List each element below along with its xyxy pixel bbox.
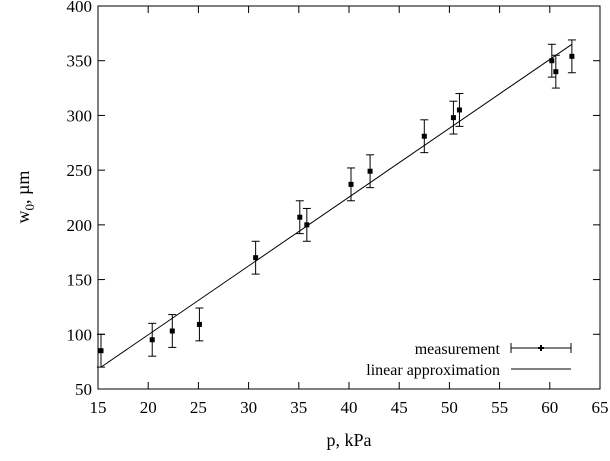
y-tick-label: 150 (67, 271, 93, 290)
fit-line-group (100, 43, 573, 368)
measurement-point (251, 240, 260, 275)
point-marker (348, 181, 354, 187)
x-tick-label: 30 (240, 398, 257, 417)
legend-swatch-measurement (510, 343, 572, 353)
y-tick-label: 300 (67, 106, 93, 125)
point-marker (169, 328, 175, 334)
x-tick-label: 55 (491, 398, 508, 417)
x-tick-label: 25 (190, 398, 207, 417)
point-marker (297, 214, 303, 220)
axis-ticks: 15 20 25 30 35 40 45 50 55 60 65 50 100 150 200 250 300 3… (67, 0, 609, 417)
point-marker (367, 168, 373, 174)
y-tick-label: 200 (67, 216, 93, 235)
x-tick-label: 15 (90, 398, 107, 417)
measurement-point (455, 93, 464, 127)
point-marker (456, 107, 462, 113)
x-tick-label: 65 (592, 398, 609, 417)
point-marker (549, 58, 555, 64)
y-axis-label-unit: , µm (13, 171, 33, 204)
y-tick-label: 350 (67, 52, 93, 71)
legend-label-measurement: measurement (415, 341, 501, 358)
point-marker (304, 222, 310, 228)
y-axis-label: w0, µm (13, 171, 37, 224)
x-tick-label: 45 (391, 398, 408, 417)
point-marker (569, 53, 575, 59)
x-axis-label: p, kPa (327, 430, 372, 450)
y-tick-label: 250 (67, 161, 93, 180)
point-marker (421, 133, 427, 139)
x-tick-label: 35 (290, 398, 307, 417)
measurement-point (420, 119, 429, 154)
point-marker (98, 348, 104, 354)
data-points-group (97, 39, 576, 368)
measurement-point (366, 154, 375, 189)
point-marker (553, 69, 559, 75)
linear-approximation-line (100, 43, 573, 368)
measurement-point (168, 314, 177, 348)
x-tick-label: 60 (541, 398, 558, 417)
y-tick-label: 400 (67, 0, 93, 16)
x-tick-label: 20 (140, 398, 157, 417)
point-marker (149, 337, 155, 343)
x-tick-label: 40 (341, 398, 358, 417)
point-marker (196, 321, 202, 327)
y-tick-label: 50 (75, 380, 92, 399)
measurement-point (347, 167, 356, 202)
y-axis-label-subscript: 0 (22, 204, 37, 211)
measurement-point (567, 39, 576, 74)
measurement-point (295, 200, 304, 235)
measurement-point (302, 207, 311, 242)
measurement-point (551, 54, 560, 89)
measurement-point (547, 43, 556, 78)
measurement-point (148, 322, 157, 357)
legend: measurement linear approximation (366, 341, 572, 379)
point-marker (253, 255, 259, 261)
point-marker (450, 115, 456, 121)
measurement-point (97, 333, 106, 368)
measurement-point (195, 307, 204, 342)
legend-label-linear-approximation: linear approximation (366, 362, 500, 379)
measurement-point (449, 100, 458, 135)
x-tick-label: 50 (441, 398, 458, 417)
y-tick-label: 100 (67, 325, 93, 344)
